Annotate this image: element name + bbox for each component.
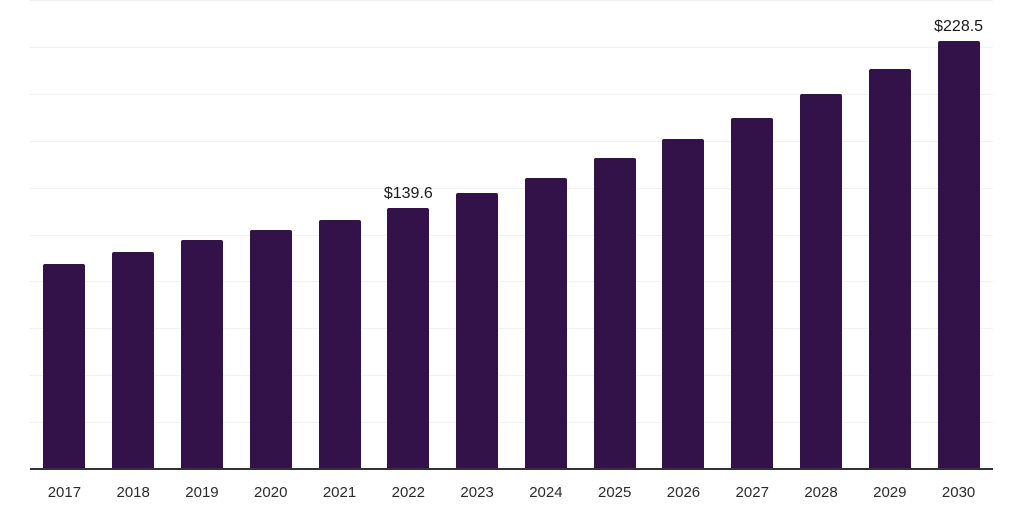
bar-2018[interactable] xyxy=(112,252,155,470)
x-axis-line xyxy=(30,468,993,470)
x-tick-2026: 2026 xyxy=(666,484,701,501)
bar-2028[interactable] xyxy=(800,93,843,470)
x-axis: 2017 2018 2019 2020 2021 2022 2023 2024 2025 2026… xyxy=(30,470,993,512)
bar-2024[interactable] xyxy=(524,177,567,470)
x-tick-2025: 2025 xyxy=(597,484,632,501)
x-tick-2029: 2029 xyxy=(873,484,907,501)
bar-2017[interactable] xyxy=(43,263,86,470)
x-tick-2028: 2028 xyxy=(804,484,838,501)
gridline xyxy=(30,375,993,377)
plot-area: $139.6 $228.5 xyxy=(30,0,993,470)
bar-2022[interactable] xyxy=(387,208,430,470)
gridline xyxy=(30,422,993,424)
x-tick-2023: 2023 xyxy=(460,484,494,501)
x-tick-2017: 2017 xyxy=(47,484,82,501)
gridline xyxy=(30,46,993,48)
gridline xyxy=(30,234,993,236)
x-tick-2021: 2021 xyxy=(322,484,357,501)
x-tick-2030: 2030 xyxy=(941,484,976,501)
bar-2021[interactable] xyxy=(318,219,361,470)
gridline xyxy=(30,140,993,142)
bar-2020[interactable] xyxy=(249,230,292,470)
x-tick-2027: 2027 xyxy=(735,484,769,501)
gridline xyxy=(30,328,993,330)
gridline xyxy=(30,93,993,95)
bar-2019[interactable] xyxy=(180,240,223,470)
bar-2023[interactable] xyxy=(456,192,499,470)
value-label-2022: $139.6 xyxy=(383,184,433,202)
value-label-2030: $228.5 xyxy=(934,17,984,35)
bar-2030[interactable] xyxy=(937,41,980,470)
bar-2027[interactable] xyxy=(731,117,774,470)
gridline xyxy=(30,187,993,189)
gridline xyxy=(30,281,993,283)
bar-2025[interactable] xyxy=(593,157,636,470)
x-tick-2018: 2018 xyxy=(116,484,150,501)
bar-2029[interactable] xyxy=(868,68,911,470)
x-tick-2024: 2024 xyxy=(529,484,563,501)
x-tick-2020: 2020 xyxy=(254,484,288,501)
bar-2026[interactable] xyxy=(662,138,705,470)
x-tick-2019: 2019 xyxy=(185,484,219,501)
gridline xyxy=(30,0,993,1)
x-tick-2022: 2022 xyxy=(391,484,425,501)
